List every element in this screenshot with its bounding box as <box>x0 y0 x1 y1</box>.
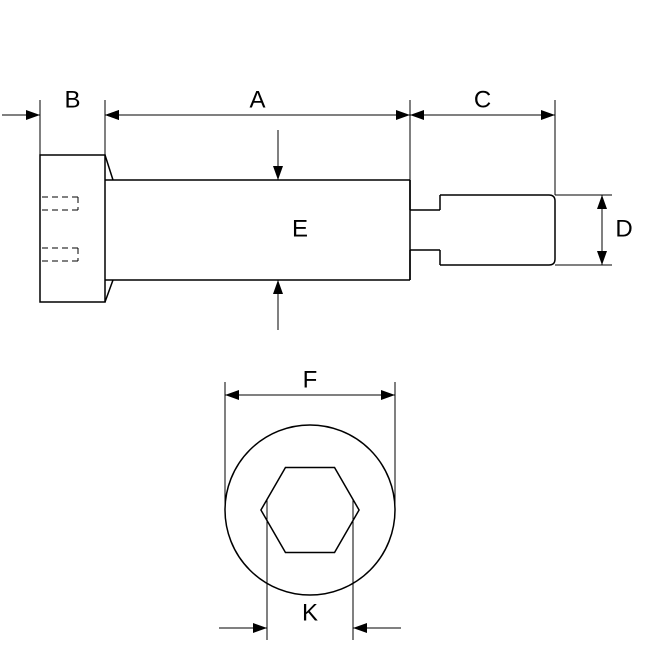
shoulder-screw-diagram: B A C D E F K <box>0 0 670 670</box>
svg-text:C: C <box>474 86 491 113</box>
svg-text:F: F <box>303 366 318 393</box>
svg-text:B: B <box>64 86 80 113</box>
svg-text:D: D <box>615 215 632 242</box>
svg-text:K: K <box>302 599 318 626</box>
svg-text:A: A <box>249 86 265 113</box>
svg-text:E: E <box>292 215 308 242</box>
